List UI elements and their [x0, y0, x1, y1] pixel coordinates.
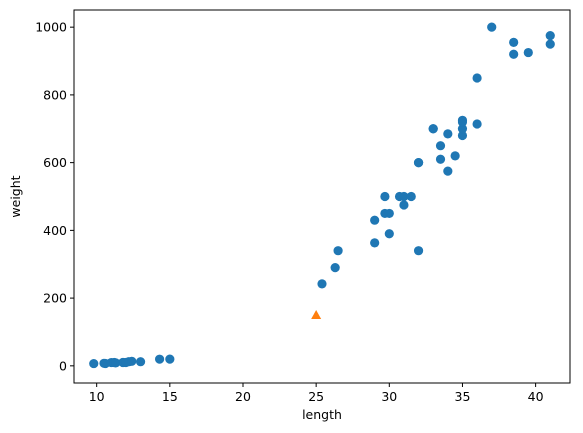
data-point — [384, 229, 394, 239]
data-point — [428, 124, 438, 134]
data-point — [154, 354, 165, 364]
data-point — [443, 129, 453, 139]
data-point — [523, 47, 533, 58]
data-point — [435, 154, 446, 164]
x-axis-ticks: 10 15 20 25 30 35 40 — [89, 383, 544, 404]
data-point — [406, 191, 416, 202]
y-tick-label: 0 — [59, 358, 67, 373]
data-point — [457, 124, 468, 134]
data-point — [330, 263, 340, 273]
y-tick-label: 400 — [43, 223, 67, 238]
data-point — [317, 279, 327, 289]
data-point — [443, 166, 453, 176]
y-axis-label: weight — [8, 175, 23, 217]
data-point — [89, 358, 99, 369]
data-point — [545, 31, 555, 41]
x-tick-label: 15 — [162, 389, 178, 404]
plot-frame — [73, 9, 571, 384]
x-axis-label: length — [302, 407, 342, 422]
data-point — [370, 238, 380, 248]
x-tick-label: 30 — [381, 389, 397, 404]
data-point — [135, 357, 146, 367]
data-point — [370, 215, 380, 225]
data-point — [399, 191, 409, 202]
plot-marks — [89, 22, 555, 369]
y-tick-label: 600 — [43, 155, 67, 170]
y-tick-label: 200 — [43, 291, 67, 306]
data-point — [111, 358, 121, 368]
y-tick-label: 800 — [43, 87, 67, 102]
data-point — [509, 49, 519, 59]
data-point — [457, 117, 468, 127]
data-point — [545, 39, 555, 49]
highlight-point — [311, 310, 322, 320]
x-tick-label: 25 — [308, 389, 324, 404]
data-point — [509, 37, 519, 48]
data-point — [333, 246, 343, 256]
data-point — [487, 22, 497, 32]
data-point — [399, 200, 409, 210]
y-tick-label: 1000 — [35, 20, 67, 35]
y-axis-ticks: 0 200 400 600 800 1000 — [35, 20, 74, 373]
data-point — [472, 119, 482, 129]
data-point — [127, 356, 137, 366]
data-point — [450, 151, 460, 161]
data-point — [165, 354, 175, 364]
data-point — [413, 158, 424, 168]
data-point — [472, 73, 482, 83]
x-tick-label: 20 — [235, 389, 251, 404]
x-tick-label: 35 — [455, 389, 471, 404]
data-point — [413, 246, 424, 256]
x-tick-label: 40 — [528, 389, 544, 404]
data-point — [435, 141, 446, 151]
x-tick-label: 10 — [89, 389, 105, 404]
data-point — [457, 130, 468, 141]
data-point — [384, 208, 394, 219]
data-point — [380, 191, 390, 202]
